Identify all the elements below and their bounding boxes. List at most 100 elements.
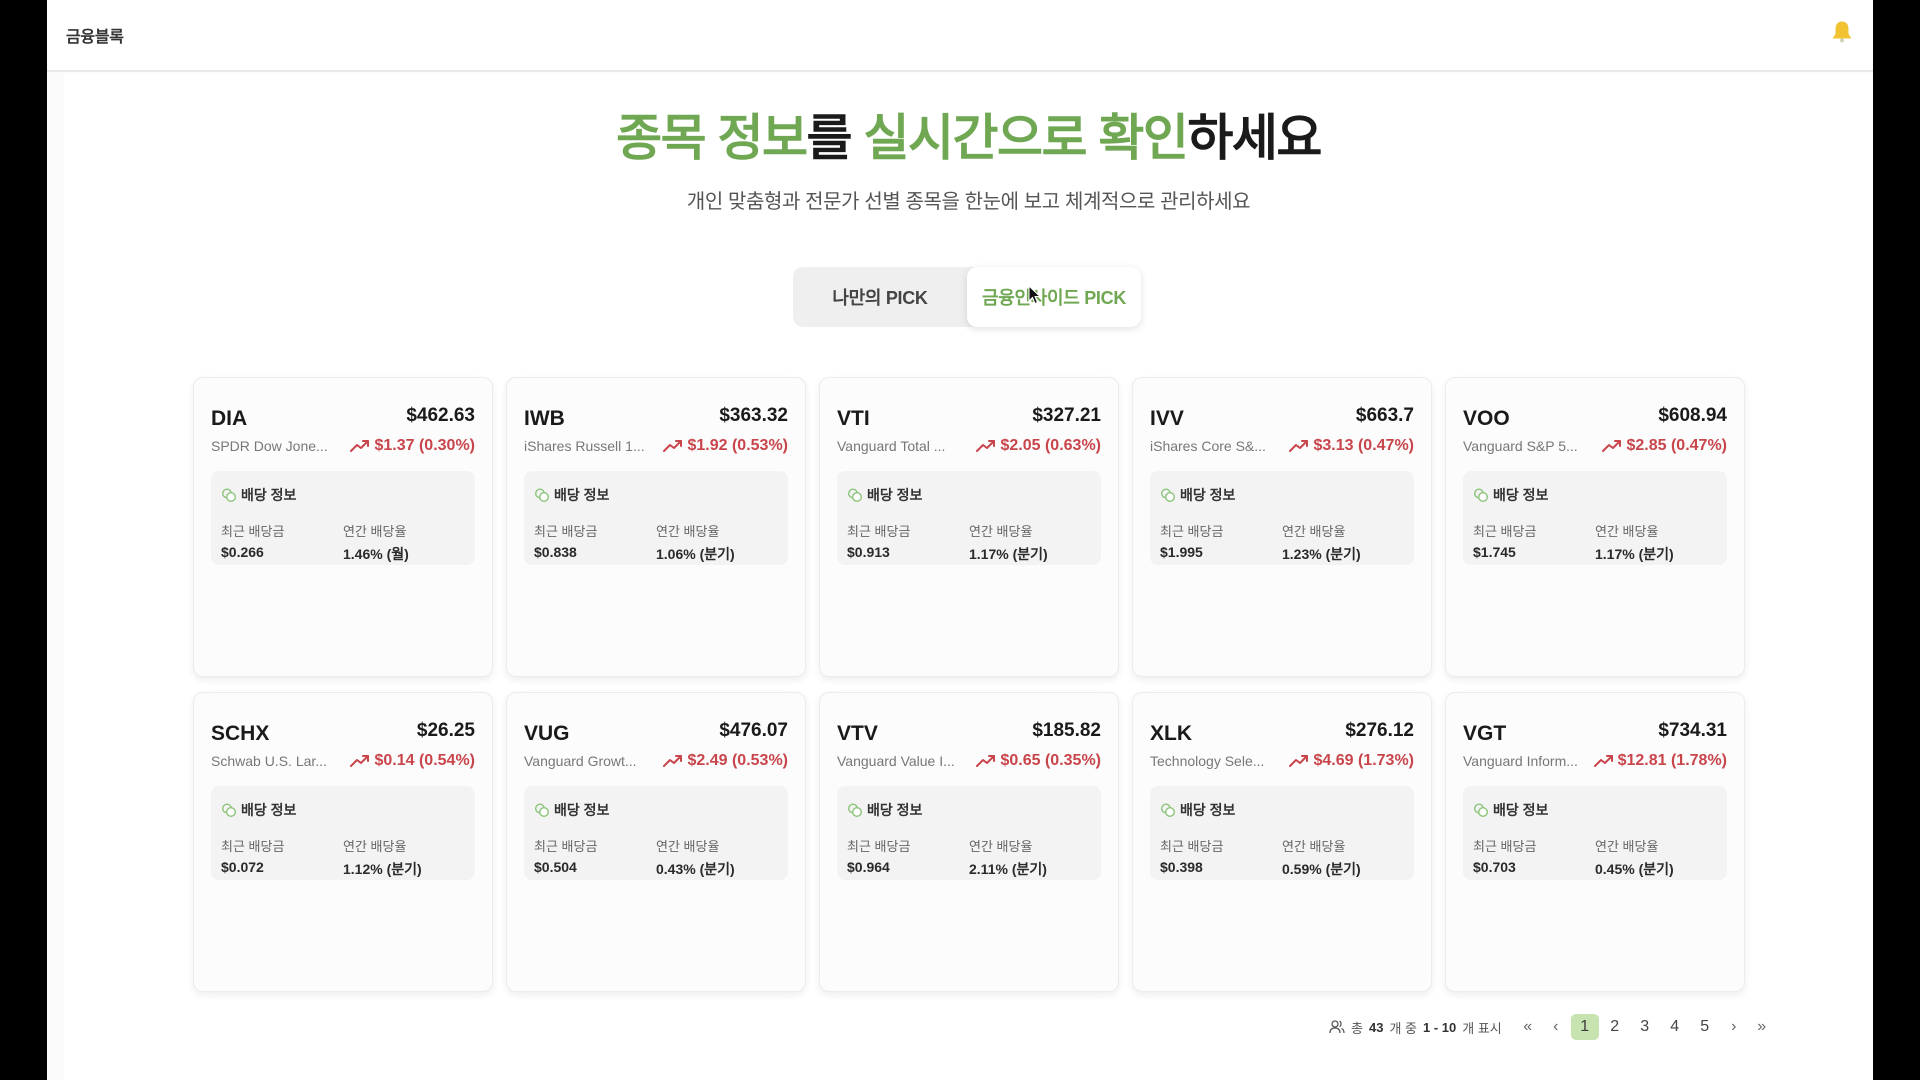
- stock-card[interactable]: VGT $734.31 Vanguard Inform... $12.81 (1…: [1445, 692, 1745, 992]
- stock-ticker: VTI: [837, 407, 870, 430]
- bell-icon[interactable]: [1831, 20, 1853, 44]
- annual-yield-label: 연간 배당율: [656, 839, 720, 854]
- stock-card[interactable]: SCHX $26.25 Schwab U.S. Lar... $0.14 (0.…: [193, 692, 493, 992]
- trending-up-icon: [1593, 755, 1613, 767]
- stock-change-value: $0.14 (0.54%): [374, 752, 475, 769]
- dividend-info-box: 배당 정보 최근 배당금 $0.504 연간 배당율 0.43% (분기): [524, 786, 788, 880]
- stock-name: Schwab U.S. Lar...: [211, 753, 327, 769]
- annual-yield-value: 1.17% (분기): [969, 546, 1048, 562]
- stock-card[interactable]: VOO $608.94 Vanguard S&P 5... $2.85 (0.4…: [1445, 377, 1745, 677]
- dividend-info-box: 배당 정보 최근 배당금 $1.745 연간 배당율 1.17% (분기): [1463, 471, 1727, 565]
- page-subtitle: 개인 맞춤형과 전문가 선별 종목을 한눈에 보고 체계적으로 관리하세요: [686, 191, 1251, 213]
- recent-dividend-value: $0.398: [1160, 859, 1203, 875]
- displayed-range: 1 - 10: [1422, 1019, 1457, 1035]
- stock-card[interactable]: DIA $462.63 SPDR Dow Jone... $1.37 (0.30…: [193, 377, 493, 677]
- stock-price: $363.32: [719, 405, 788, 426]
- stock-ticker: VTV: [837, 722, 878, 745]
- page-button-5[interactable]: 5: [1700, 1018, 1710, 1035]
- stock-name: SPDR Dow Jone...: [211, 438, 328, 454]
- last-page-button[interactable]: »: [1757, 1018, 1767, 1035]
- tab-insider-pick[interactable]: 금융인사이드 PICK: [967, 267, 1141, 327]
- stock-name: Vanguard Total ...: [837, 438, 946, 454]
- stock-name: Vanguard Growt...: [524, 753, 637, 769]
- stock-card[interactable]: VTI $327.21 Vanguard Total ... $2.05 (0.…: [819, 377, 1119, 677]
- pick-tabs: 나만의 PICK 금융인사이드 PICK: [793, 267, 1141, 327]
- trending-up-icon: [976, 440, 996, 452]
- prev-page-button[interactable]: ‹: [1553, 1018, 1559, 1035]
- first-page-button[interactable]: «: [1523, 1018, 1533, 1035]
- annual-yield-value: 2.11% (분기): [969, 861, 1047, 877]
- dividend-info-box: 배당 정보 최근 배당금 $0.913 연간 배당율 1.17% (분기): [837, 471, 1101, 565]
- recent-dividend-value: $0.913: [847, 544, 890, 560]
- stock-ticker: VUG: [524, 722, 570, 745]
- dividend-info-box: 배당 정보 최근 배당금 $0.266 연간 배당율 1.46% (월): [211, 471, 475, 565]
- annual-yield-value: 1.17% (분기): [1595, 546, 1674, 562]
- stock-price: $276.12: [1345, 720, 1414, 741]
- coins-icon: [847, 488, 862, 502]
- stock-change-value: $2.05 (0.63%): [1000, 437, 1101, 454]
- tab-my-pick[interactable]: 나만의 PICK: [832, 288, 928, 308]
- stock-ticker: SCHX: [211, 722, 270, 745]
- stock-change-value: $1.37 (0.30%): [374, 437, 475, 454]
- stock-change-value: $1.92 (0.53%): [687, 437, 788, 454]
- stock-change: $1.92 (0.53%): [663, 437, 788, 455]
- summary-suffix: 개 표시: [1462, 1020, 1502, 1036]
- trending-up-icon: [663, 755, 683, 767]
- stock-price: $327.21: [1032, 405, 1101, 426]
- annual-yield-value: 1.46% (월): [343, 546, 409, 562]
- page-button-4[interactable]: 4: [1670, 1018, 1680, 1035]
- recent-dividend-value: $0.964: [847, 859, 890, 875]
- stock-price: $663.7: [1355, 405, 1414, 426]
- dividend-title: 배당 정보: [867, 487, 923, 503]
- recent-dividend-label: 최근 배당금: [1473, 524, 1537, 539]
- stock-card[interactable]: IVV $663.7 iShares Core S&... $3.13 (0.4…: [1132, 377, 1432, 677]
- coins-icon: [534, 488, 549, 502]
- page-button-1[interactable]: 1: [1570, 1014, 1599, 1040]
- stock-change: $0.65 (0.35%): [976, 752, 1101, 770]
- stock-ticker: DIA: [211, 407, 248, 430]
- coins-icon: [221, 803, 236, 817]
- stock-card[interactable]: XLK $276.12 Technology Sele... $4.69 (1.…: [1132, 692, 1432, 992]
- stock-name: iShares Russell 1...: [524, 438, 645, 454]
- page-button-2[interactable]: 2: [1610, 1018, 1620, 1035]
- stock-price: $185.82: [1032, 720, 1101, 741]
- next-page-button[interactable]: ›: [1731, 1018, 1737, 1035]
- stock-change: $4.69 (1.73%): [1289, 752, 1414, 770]
- trending-up-icon: [976, 755, 996, 767]
- dividend-title: 배당 정보: [241, 487, 297, 503]
- recent-dividend-value: $0.838: [534, 544, 577, 560]
- trending-up-icon: [350, 755, 370, 767]
- trending-up-icon: [1289, 440, 1309, 452]
- annual-yield-label: 연간 배당율: [1282, 839, 1346, 854]
- stock-price: $26.25: [416, 720, 475, 741]
- stock-card[interactable]: VUG $476.07 Vanguard Growt... $2.49 (0.5…: [506, 692, 806, 992]
- annual-yield-label: 연간 배당율: [343, 839, 407, 854]
- stock-name: iShares Core S&...: [1150, 438, 1266, 454]
- coins-icon: [1160, 803, 1175, 817]
- stock-name: Technology Sele...: [1150, 753, 1265, 769]
- coins-icon: [221, 488, 236, 502]
- annual-yield-value: 0.45% (분기): [1595, 861, 1674, 877]
- recent-dividend-value: $0.072: [221, 859, 264, 875]
- stock-change-value: $2.49 (0.53%): [687, 752, 788, 769]
- stock-card[interactable]: IWB $363.32 iShares Russell 1... $1.92 (…: [506, 377, 806, 677]
- recent-dividend-value: $0.703: [1473, 859, 1516, 875]
- stock-price: $462.63: [406, 405, 475, 426]
- page-button-3[interactable]: 3: [1640, 1018, 1650, 1035]
- stock-change: $2.05 (0.63%): [976, 437, 1101, 455]
- stock-change-value: $0.65 (0.35%): [1000, 752, 1101, 769]
- recent-dividend-label: 최근 배당금: [534, 839, 598, 854]
- app-window: 금융블록 종목 정보를 실시간으로 확인하세요 개인 맞춤형과 전문가 선별 종…: [47, 0, 1873, 1080]
- stock-ticker: XLK: [1150, 722, 1192, 745]
- brand-logo[interactable]: 금융블록: [66, 29, 124, 46]
- pagination: 총 43 개 중 1 - 10 개 표시 « ‹ 1 2 3 4 5 › »: [1329, 1013, 1776, 1041]
- stock-card[interactable]: VTV $185.82 Vanguard Value I... $0.65 (0…: [819, 692, 1119, 992]
- recent-dividend-value: $0.504: [534, 859, 577, 875]
- stock-change: $2.49 (0.53%): [663, 752, 788, 770]
- stock-name: Vanguard S&P 5...: [1463, 438, 1578, 454]
- stock-change: $2.85 (0.47%): [1602, 437, 1727, 455]
- recent-dividend-label: 최근 배당금: [1473, 839, 1537, 854]
- stock-price: $476.07: [719, 720, 788, 741]
- title-accent-2: 실시간으로 확인: [863, 110, 1188, 166]
- stock-change: $3.13 (0.47%): [1289, 437, 1414, 455]
